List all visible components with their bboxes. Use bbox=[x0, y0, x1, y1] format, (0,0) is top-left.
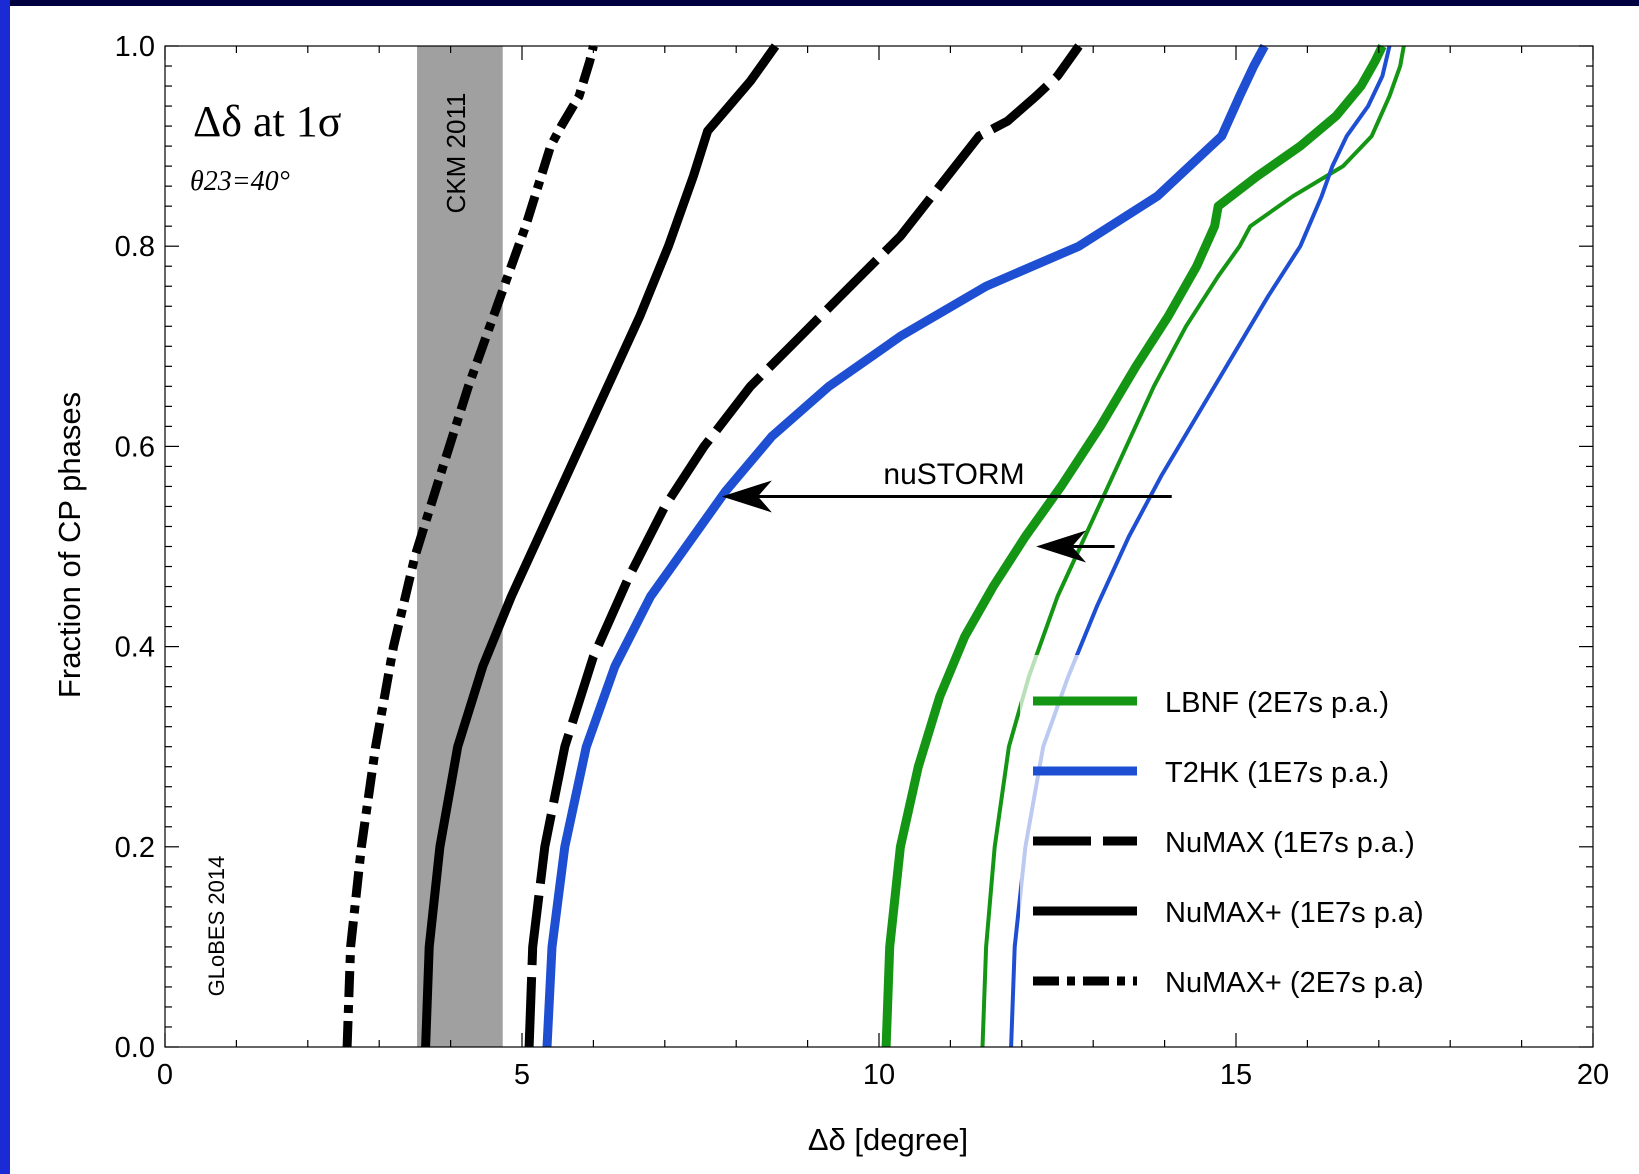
arrow-layer bbox=[721, 480, 1172, 563]
y-tick-label: 0.2 bbox=[115, 832, 155, 864]
nustorm-arrow-head-1 bbox=[1036, 530, 1087, 563]
legend-label: NuMAX (1E7s p.a.) bbox=[1165, 827, 1415, 859]
lbnf-nustorm-line bbox=[980, 45, 1406, 1048]
credit-label: GLoBES 2014 bbox=[204, 856, 229, 997]
series-layer bbox=[342, 43, 1406, 1048]
x-tick-label: 0 bbox=[157, 1059, 173, 1091]
title-main: Δδ at 1σ bbox=[193, 97, 342, 146]
arrow-label: nuSTORM bbox=[883, 458, 1024, 491]
lbnf-line bbox=[881, 44, 1387, 1048]
numax-line bbox=[524, 43, 1083, 1048]
frame-top-edge bbox=[0, 0, 1639, 6]
x-tick-label: 10 bbox=[863, 1059, 895, 1091]
numax-plus-2e7-line bbox=[342, 44, 598, 1048]
legend-label: T2HK (1E7s p.a.) bbox=[1165, 757, 1389, 789]
y-tick-label: 0.6 bbox=[115, 431, 155, 463]
legend: LBNF (2E7s p.a.) T2HK (1E7s p.a.) NuMAX (1… bbox=[1020, 655, 1515, 1005]
tick-label-layer: 0 5 10 15 20 0.0 0.2 0.4 0.6 0.8 1.0 bbox=[115, 31, 1609, 1091]
y-tick-label: 1.0 bbox=[115, 31, 155, 63]
legend-label: NuMAX+ (1E7s p.a) bbox=[1165, 897, 1424, 929]
frame-left-edge bbox=[0, 0, 10, 1174]
title-sub: θ23=40° bbox=[190, 166, 290, 197]
ckm-band-layer bbox=[417, 46, 503, 1047]
numax-plus-1e7-line bbox=[421, 43, 780, 1048]
axes-layer bbox=[164, 45, 1594, 1048]
legend-label: NuMAX+ (2E7s p.a) bbox=[1165, 967, 1424, 999]
y-axis-label: Fraction of CP phases bbox=[52, 392, 87, 698]
x-tick-label: 15 bbox=[1220, 1059, 1252, 1091]
ckm-band bbox=[417, 46, 503, 1047]
legend-label: LBNF (2E7s p.a.) bbox=[1165, 687, 1389, 719]
nustorm-arrow-head-0 bbox=[721, 480, 772, 513]
x-axis-label: Δδ [degree] bbox=[808, 1122, 968, 1157]
y-tick-label: 0.0 bbox=[115, 1032, 155, 1064]
y-tick-label: 0.8 bbox=[115, 231, 155, 263]
x-tick-label: 5 bbox=[514, 1059, 530, 1091]
x-tick-label: 20 bbox=[1577, 1059, 1609, 1091]
band-label: CKM 2011 bbox=[441, 93, 471, 214]
legend-background bbox=[1020, 655, 1515, 1005]
y-tick-label: 0.4 bbox=[115, 632, 155, 664]
t2hk-line bbox=[542, 43, 1269, 1048]
